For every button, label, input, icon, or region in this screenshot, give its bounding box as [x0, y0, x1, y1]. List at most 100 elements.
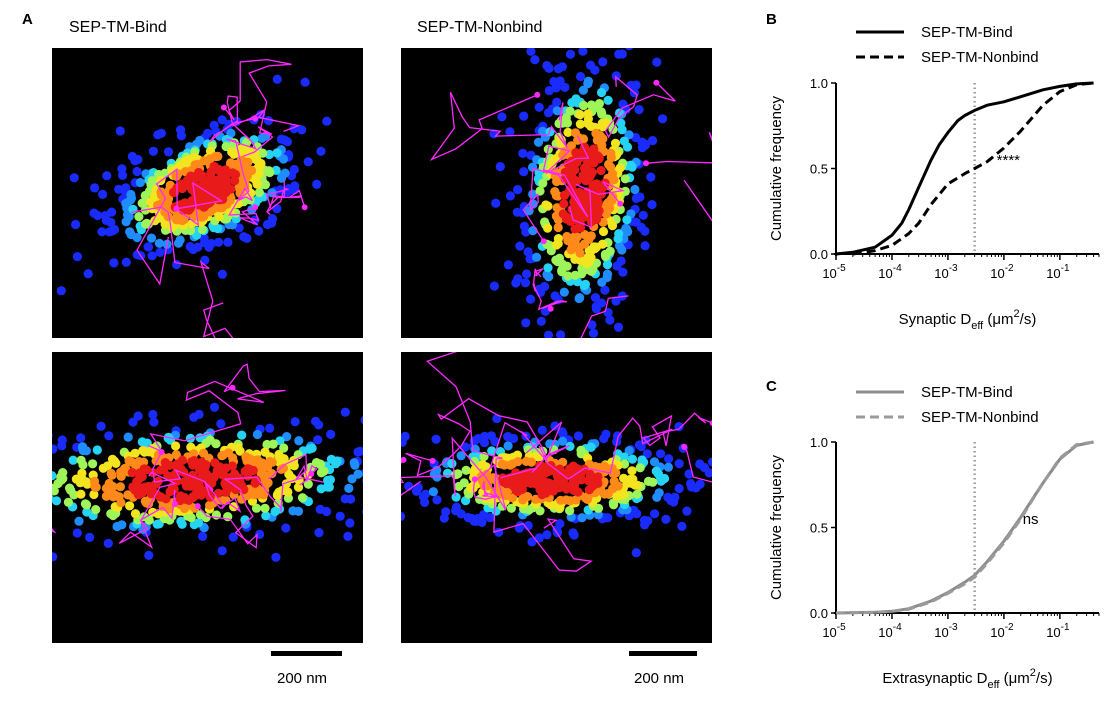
localization-dot	[550, 291, 560, 301]
localization-dot	[624, 446, 634, 456]
localization-dot	[39, 520, 48, 529]
localization-dot	[557, 62, 568, 72]
localization-dot	[599, 434, 609, 444]
localization-dot	[279, 443, 289, 453]
localization-dot	[514, 475, 524, 485]
series-line-1	[835, 81, 1094, 256]
localization-maps	[0, 48, 712, 572]
localization-dot	[600, 285, 610, 295]
localization-dot	[71, 219, 81, 230]
localization-dot	[387, 495, 396, 504]
localization-dot	[600, 249, 611, 259]
localization-dot	[587, 320, 597, 330]
localization-dot	[369, 485, 378, 494]
localization-dot	[575, 119, 586, 129]
localization-dot	[254, 187, 264, 198]
localization-dot	[580, 230, 590, 240]
localization-dot	[198, 531, 208, 542]
localization-dot	[539, 476, 549, 486]
trajectory-end	[617, 200, 624, 207]
localization-dot	[495, 162, 505, 172]
localization-dot	[52, 552, 58, 562]
localization-dot	[387, 499, 396, 508]
localization-dot	[451, 502, 462, 512]
x-tick-label: 10-4	[878, 263, 902, 281]
y-tick-label: 1.0	[810, 435, 828, 450]
localization-dot	[282, 432, 292, 442]
localization-dot	[37, 533, 46, 542]
localization-dot	[300, 77, 310, 87]
y-tick-label: 0.5	[810, 521, 828, 536]
localization-dot	[643, 476, 654, 486]
localization-dot	[31, 485, 40, 494]
localization-dot	[220, 478, 230, 488]
localization-dot	[620, 174, 630, 184]
x-tick-label: 10-2	[990, 622, 1014, 640]
localization-dot	[624, 130, 634, 140]
localization-dot	[271, 552, 281, 562]
localization-dot	[526, 457, 537, 467]
title-nonbind: SEP-TM-Nonbind	[417, 19, 542, 36]
localization-dot	[276, 134, 286, 144]
localization-dot	[294, 436, 304, 446]
localization-dot	[362, 478, 363, 483]
localization-dot	[619, 473, 629, 483]
localization-dot	[109, 258, 119, 268]
localization-dot	[265, 423, 275, 433]
localization-dot	[631, 548, 641, 558]
localization-dot	[148, 146, 158, 156]
localization-dot	[242, 456, 252, 466]
trajectory-end	[534, 91, 541, 98]
localization-dot	[489, 281, 499, 291]
localization-dot	[534, 452, 544, 462]
localization-dot	[32, 474, 41, 483]
localization-dot	[297, 125, 307, 135]
localization-dot	[214, 237, 224, 247]
localization-dot	[372, 457, 381, 466]
localization-dot	[602, 269, 613, 279]
localization-dot	[78, 460, 88, 470]
localization-dot	[568, 528, 578, 538]
localization-dot	[216, 419, 226, 429]
x-tick-label: 10-5	[822, 622, 846, 640]
localization-dot	[217, 546, 227, 556]
localization-dot	[252, 429, 262, 440]
localization-dot	[584, 476, 594, 486]
localization-dot	[456, 451, 466, 461]
localization-dot	[519, 167, 529, 177]
localization-dot	[98, 463, 108, 473]
localization-dot	[650, 509, 660, 519]
trajectory-path	[52, 527, 57, 534]
localization-dot	[551, 83, 561, 93]
legend-label-2: SEP-TM-Nonbind	[921, 409, 1039, 426]
localization-dot	[85, 532, 95, 543]
localization-dot	[83, 269, 93, 279]
legend-label-1: SEP-TM-Bind	[921, 384, 1013, 401]
localization-dot	[617, 125, 627, 135]
localization-dot	[6, 440, 15, 449]
trajectory-end	[252, 204, 259, 211]
trajectory-path	[265, 180, 306, 216]
trajectory-path	[568, 181, 626, 229]
localization-dot	[123, 490, 133, 500]
localization-dot	[366, 483, 375, 492]
trajectory-end	[220, 104, 227, 111]
localization-dot	[634, 105, 644, 115]
localization-dot	[562, 261, 572, 271]
trajectory-end	[39, 514, 45, 520]
trajectory-path	[472, 479, 500, 500]
localization-dot	[526, 48, 536, 56]
localization-dot	[0, 448, 1, 457]
localization-dot	[610, 138, 621, 148]
scale-bar-left	[271, 651, 342, 656]
localization-dot	[491, 198, 501, 208]
localization-dot	[550, 421, 560, 431]
trajectory-path	[223, 58, 292, 158]
localization-dot	[27, 424, 36, 433]
localization-dot	[594, 486, 605, 496]
localization-dot	[541, 467, 552, 478]
localization-dot	[128, 417, 138, 427]
localization-dot	[535, 186, 545, 196]
localization-dot	[314, 528, 324, 538]
localization-dot	[577, 513, 587, 523]
